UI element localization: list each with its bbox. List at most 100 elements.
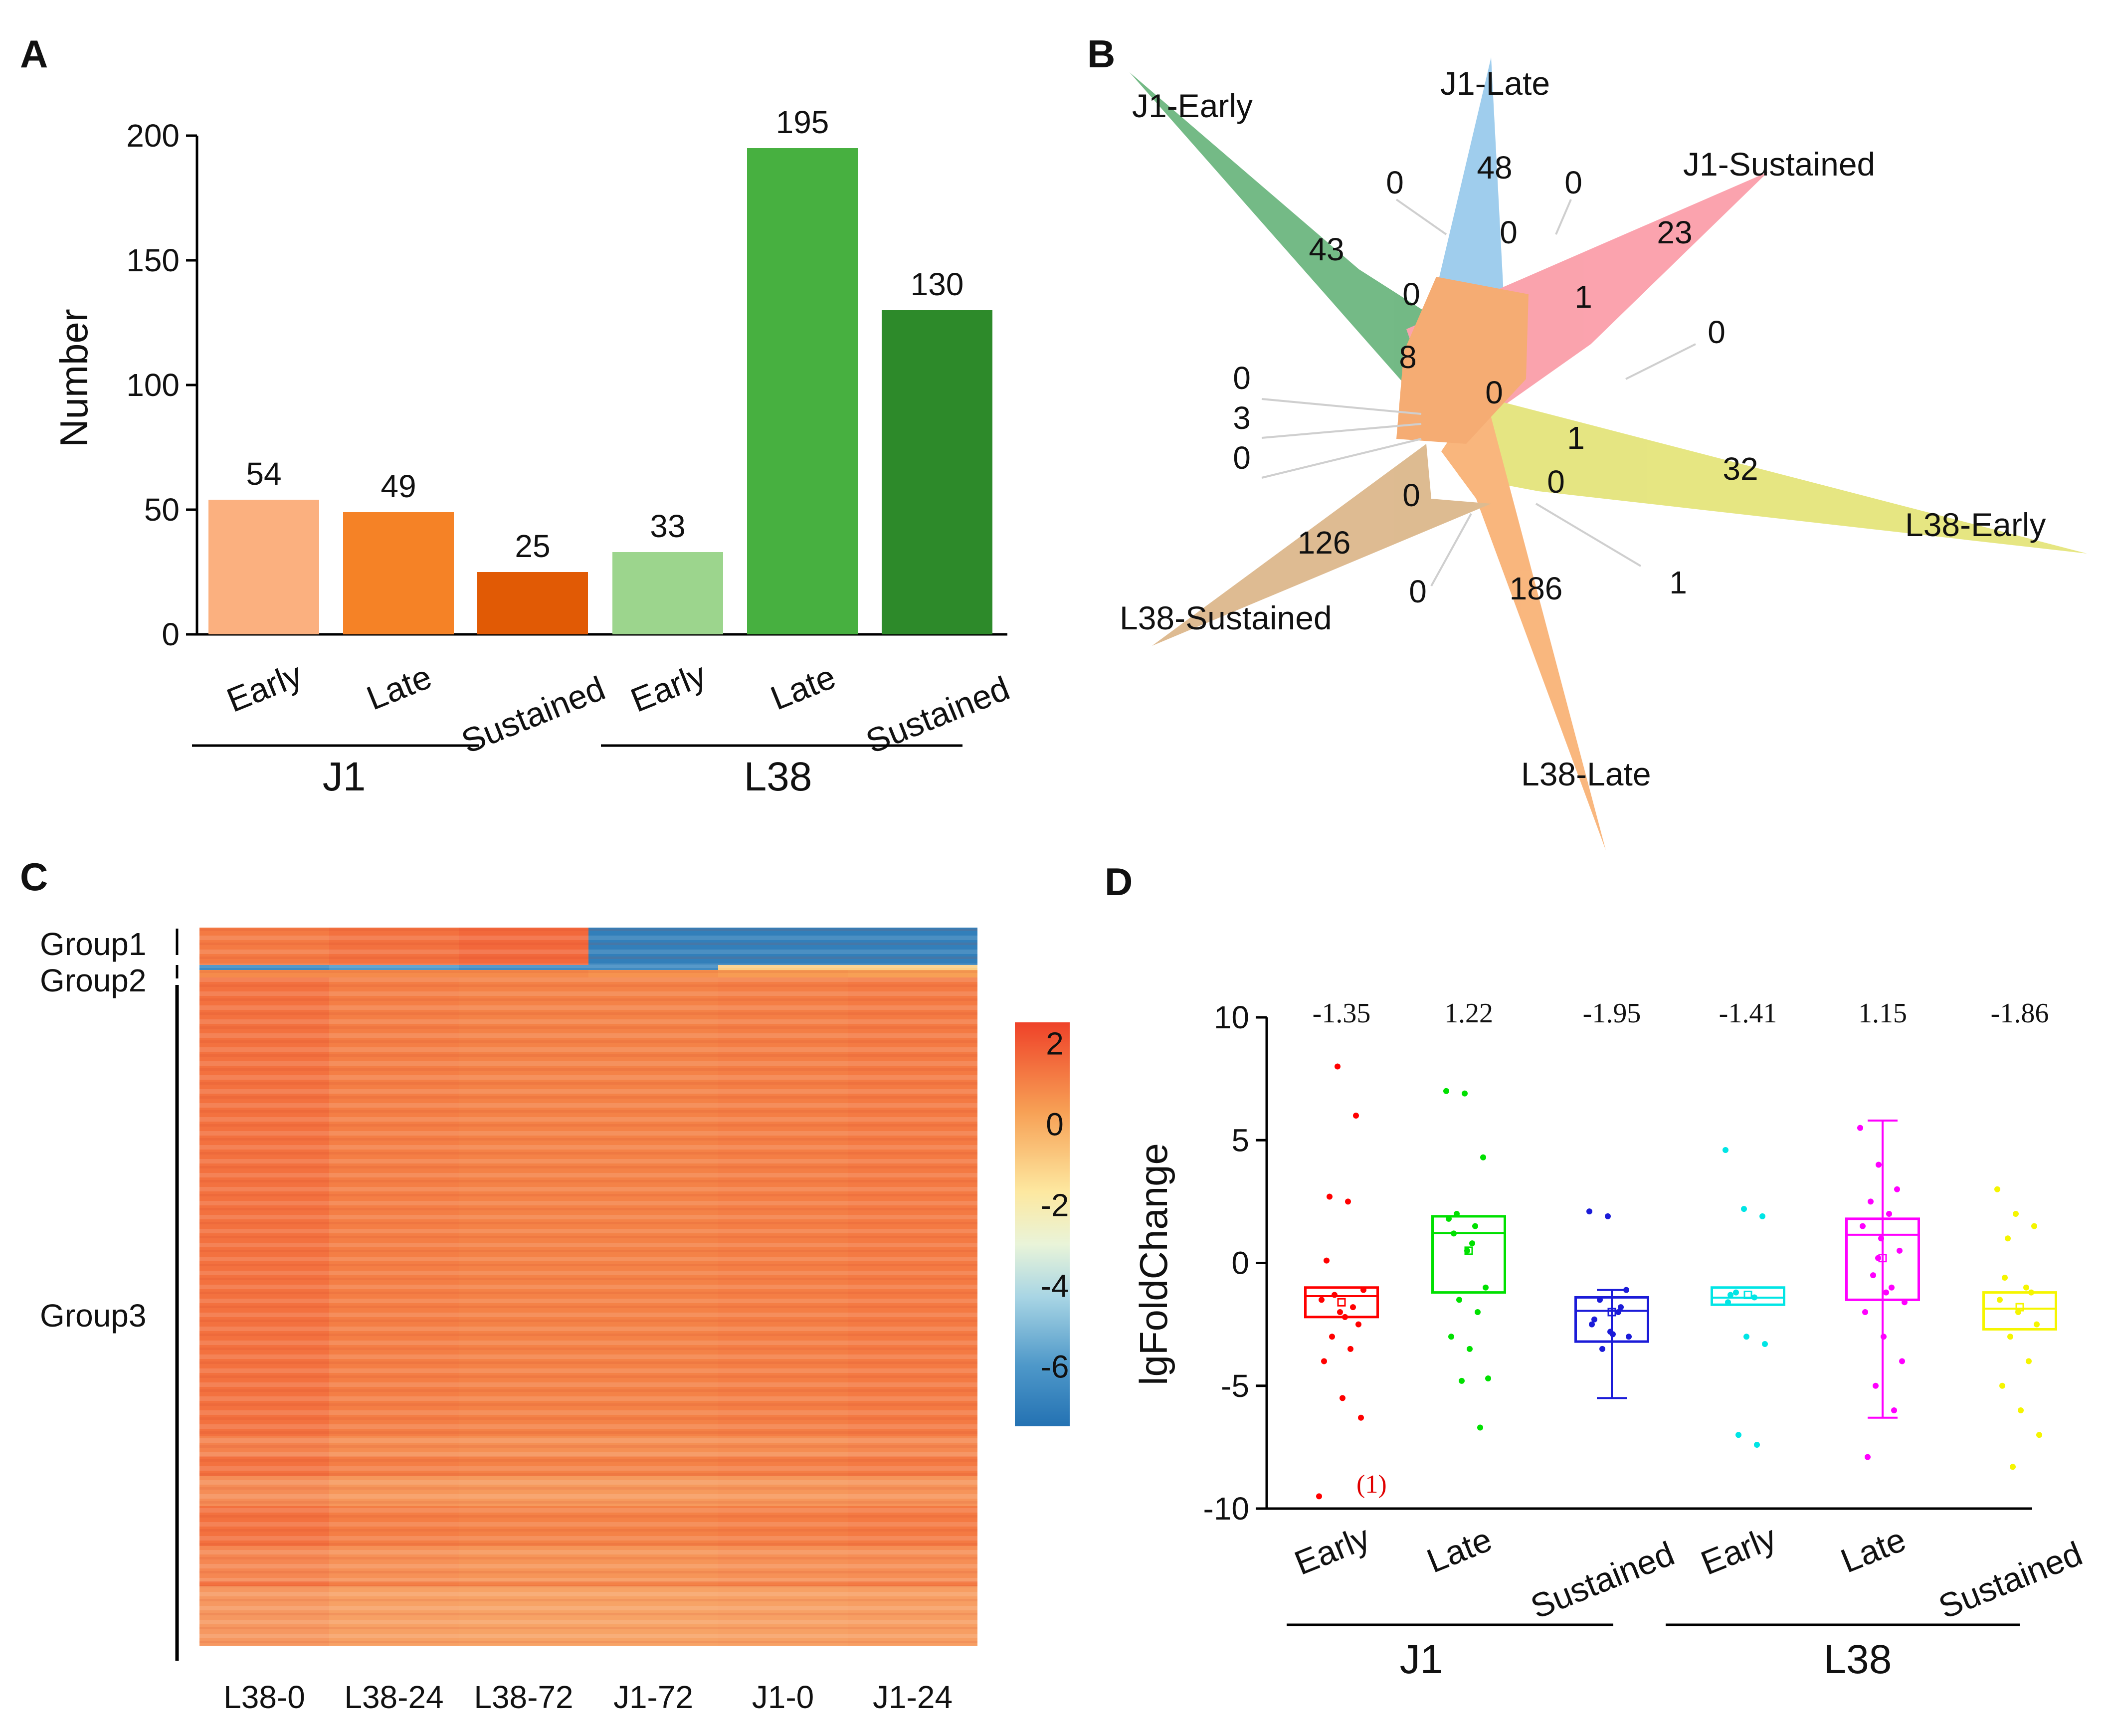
box-data-point	[1459, 1377, 1465, 1384]
box-data-point	[1615, 1309, 1621, 1315]
heatmap-colorbar-tick: -4	[1041, 1268, 1069, 1304]
box-body	[1982, 1291, 2057, 1331]
venn-label-l38-early: L38-Early	[1905, 506, 2046, 543]
box-data-point	[1335, 1063, 1341, 1070]
bar-category-label: Sustained	[861, 669, 1015, 761]
venn-count: 32	[1723, 451, 1758, 487]
bar-value-label: 33	[650, 508, 685, 544]
box-data-point	[1618, 1304, 1624, 1311]
box-data-point	[1448, 1334, 1454, 1340]
box-data-point	[2005, 1235, 2011, 1242]
venn-count: 48	[1477, 150, 1512, 186]
venn-label-j1-late: J1-Late	[1440, 65, 1550, 102]
box-data-point	[2034, 1321, 2040, 1328]
box-data-point	[1597, 1297, 1603, 1303]
box-body	[1304, 1286, 1379, 1319]
heatmap-group2-label: Group2	[40, 963, 146, 998]
venn-count: 0	[1402, 477, 1420, 513]
bar-category-label: Sustained	[456, 669, 610, 761]
box-data-point	[1472, 1223, 1478, 1229]
box-body	[1431, 1215, 1506, 1294]
box-data-point	[1464, 1247, 1470, 1254]
panel-label-c: C	[20, 855, 48, 899]
box-data-point	[1342, 1314, 1348, 1320]
box-data-point	[1751, 1294, 1757, 1301]
heatmap-column-label: J1-72	[613, 1679, 693, 1715]
bar-y-tick-label: 200	[126, 118, 180, 154]
venn-count: 1	[1669, 565, 1687, 600]
box-data-point	[2010, 1464, 2016, 1470]
bar	[343, 512, 454, 634]
panel-label-d: D	[1105, 860, 1133, 904]
bar-value-label: 130	[911, 266, 964, 302]
panel-label-a: A	[20, 32, 48, 76]
box-median-label: -1.95	[1583, 998, 1641, 1029]
box-data-point	[1870, 1272, 1876, 1279]
venn-count: 1	[1574, 279, 1592, 315]
bar	[882, 310, 992, 634]
box-category-labels: Early Late Sustained Early Late Sustained	[1289, 1518, 2088, 1626]
heatmap-group3-label: Group3	[40, 1298, 146, 1334]
box-data-point	[1865, 1454, 1871, 1460]
heatmap-colorbar-ticks: 2 0 -2 -4 -6	[1041, 1026, 1069, 1385]
box-data-point	[1586, 1208, 1592, 1215]
box-data-point	[2013, 1211, 2019, 1217]
venn-count: 23	[1657, 214, 1692, 250]
box-data-point	[1891, 1407, 1897, 1413]
box-data-point	[1743, 1334, 1749, 1340]
box-category-label: Late	[1836, 1521, 1911, 1580]
box-data-point	[2007, 1334, 2013, 1340]
box-category-label: Sustained	[1526, 1535, 1680, 1626]
box-data-point	[1469, 1240, 1475, 1247]
venn-count: 0	[1485, 375, 1503, 410]
venn-count: 0	[1500, 214, 1518, 250]
box-data-point	[1999, 1382, 2005, 1389]
box-data-point	[1477, 1424, 1483, 1431]
box-data-point	[1483, 1284, 1489, 1291]
venn-petals	[1130, 57, 2087, 850]
heatmap-column-label: L38-72	[474, 1679, 573, 1715]
box-data-point	[1623, 1287, 1629, 1293]
box-data-point	[1599, 1346, 1605, 1352]
bar-y-tick-label: 0	[162, 616, 180, 652]
box-y-tick-label: 10	[1214, 999, 1249, 1035]
box-data-point	[1886, 1211, 1892, 1217]
box-y-tick-label: -10	[1203, 1491, 1250, 1527]
box-data-point	[1889, 1284, 1895, 1291]
box-data-point	[1480, 1154, 1486, 1160]
box-data-point	[1347, 1346, 1353, 1352]
box-data-point	[1876, 1161, 1882, 1168]
box-data-point	[1868, 1198, 1874, 1205]
bar-value-label: 195	[776, 104, 829, 140]
bar-category-label: Late	[766, 658, 841, 718]
box-body	[1711, 1286, 1785, 1306]
box-data-point	[1327, 1193, 1333, 1200]
box-data-point	[1319, 1297, 1325, 1303]
venn-label-l38-late: L38-Late	[1521, 756, 1651, 792]
box-mean-marker	[1743, 1291, 1752, 1300]
box-data-point	[1462, 1090, 1468, 1097]
box-data-point	[1735, 1432, 1741, 1438]
box-data-point	[1883, 1289, 1889, 1296]
venn-count: 0	[1233, 440, 1251, 476]
box-y-ticks: 10 5 0 -5 -10	[1203, 999, 1267, 1527]
box-data-point	[1857, 1125, 1863, 1131]
venn-count: 186	[1510, 571, 1563, 606]
bar-y-tick-label: 50	[144, 492, 180, 528]
box-data-point	[2028, 1289, 2034, 1296]
box-data-point	[1754, 1441, 1760, 1448]
box-data-point	[1605, 1213, 1611, 1219]
box-data-point	[1733, 1289, 1739, 1296]
venn-count: 0	[1708, 314, 1726, 350]
venn-count: 0	[1409, 574, 1427, 609]
bar-category-label: Late	[362, 658, 437, 718]
heatmap-colorbar-tick: 2	[1046, 1026, 1064, 1062]
box-median-labels: -1.35 1.22 -1.95 -1.41 1.15 -1.86	[1313, 998, 2049, 1029]
box-data-point	[1321, 1358, 1327, 1364]
box-body	[1845, 1217, 1920, 1301]
bar-y-tick-label: 150	[126, 242, 180, 278]
box-data-point	[1467, 1346, 1473, 1352]
venn-region-counts: 48 0 0 43 0 0 23 1 8 0 0 0 3 0 1 32 0 0 …	[1233, 150, 1758, 609]
box-median-label: 1.15	[1858, 998, 1907, 1029]
heatmap-colorbar-tick: -6	[1041, 1349, 1069, 1385]
